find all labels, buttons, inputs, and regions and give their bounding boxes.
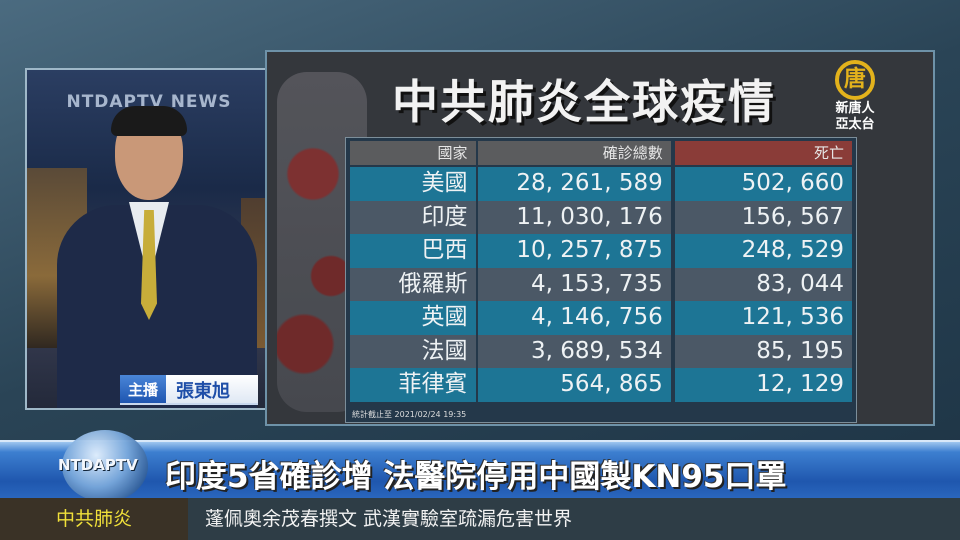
anchor-name: 張東旭: [166, 375, 259, 403]
table-row: 美國 28, 261, 589 502, 660: [350, 167, 852, 201]
cell-country: 俄羅斯: [350, 267, 476, 301]
anchor-role: 主播: [120, 375, 167, 403]
cell-cases: 11, 030, 176: [477, 200, 671, 234]
ticker-bar: 中共肺炎 蓬佩奧余茂春撰文 武漢實驗室疏漏危害世界: [0, 498, 960, 540]
header-deaths: 死亡: [674, 141, 852, 165]
cell-country: 巴西: [350, 234, 476, 268]
ticker-text: 蓬佩奧余茂春撰文 武漢實驗室疏漏危害世界: [205, 508, 573, 530]
ntdaptv-globe-logo: NTDAPTV: [58, 430, 148, 502]
cell-deaths: 83, 044: [674, 267, 852, 301]
cell-cases: 28, 261, 589: [477, 167, 671, 201]
logo-emblem-icon: 唐: [835, 60, 875, 100]
headline-text: 印度5省確診增 法醫院停用中國製KN95口罩: [165, 459, 787, 495]
cell-deaths: 502, 660: [674, 167, 852, 201]
graphic-title: 中共肺炎全球疫情: [392, 75, 776, 129]
cell-country: 法國: [350, 334, 476, 368]
ticker-label: 中共肺炎: [0, 498, 188, 540]
cell-country: 美國: [350, 167, 476, 201]
cell-cases: 3, 689, 534: [477, 334, 671, 368]
cell-country: 菲律賓: [350, 368, 476, 402]
cell-cases: 10, 257, 875: [477, 234, 671, 268]
table-row: 印度 11, 030, 176 156, 567: [350, 200, 852, 234]
ntd-logo: 唐 新唐人 亞太台: [820, 60, 890, 140]
table-row: 英國 4, 146, 756 121, 536: [350, 301, 852, 335]
cell-deaths: 248, 529: [674, 234, 852, 268]
table-row: 法國 3, 689, 534 85, 195: [350, 334, 852, 368]
table-row: 俄羅斯 4, 153, 735 83, 044: [350, 267, 852, 301]
table-row: 菲律賓 564, 865 12, 129: [350, 368, 852, 402]
cell-country: 英國: [350, 301, 476, 335]
cell-cases: 4, 153, 735: [477, 267, 671, 301]
cell-country: 印度: [350, 200, 476, 234]
cell-deaths: 121, 536: [674, 301, 852, 335]
anchor-name-tag: 主播 張東旭: [120, 375, 259, 403]
studio-sign: NTDAPTV NEWS: [66, 92, 232, 112]
headline-bar: 印度5省確診增 法醫院停用中國製KN95口罩: [0, 440, 960, 498]
cell-cases: 4, 146, 756: [477, 301, 671, 335]
cell-deaths: 12, 129: [674, 368, 852, 402]
cell-deaths: 156, 567: [674, 200, 852, 234]
cell-deaths: 85, 195: [674, 334, 852, 368]
table-header: 國家 確診總數 死亡: [350, 141, 852, 165]
stats-graphic: 中共肺炎全球疫情 唐 新唐人 亞太台 國家 確診總數 死亡 美國 28, 261,…: [265, 50, 935, 426]
footnote: 統計截止至 2021/02/24 19:35: [352, 410, 467, 419]
stats-table: 國家 確診總數 死亡 美國 28, 261, 589 502, 660 印度 11, 0…: [345, 137, 857, 423]
cell-cases: 564, 865: [477, 368, 671, 402]
header-country: 國家: [350, 141, 476, 165]
news-anchor: [57, 106, 257, 408]
table-row: 巴西 10, 257, 875 248, 529: [350, 234, 852, 268]
anchor-video: NTDAPTV NEWS: [25, 68, 273, 410]
header-cases: 確診總數: [477, 141, 671, 165]
